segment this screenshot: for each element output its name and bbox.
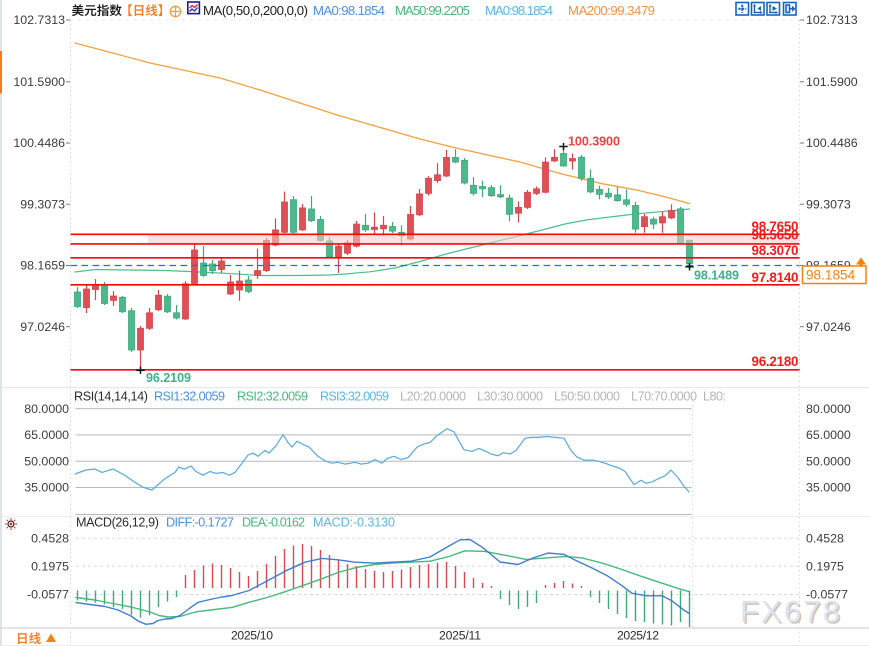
- svg-text:35.0000: 35.0000: [806, 481, 851, 495]
- svg-text:96.2109: 96.2109: [146, 371, 191, 385]
- svg-text:99.3073: 99.3073: [806, 197, 851, 211]
- svg-text:2025/10: 2025/10: [231, 629, 273, 643]
- svg-text:0.1975: 0.1975: [31, 560, 69, 574]
- svg-text:80.0000: 80.0000: [806, 402, 851, 416]
- svg-text:DIFF:-0.1727: DIFF:-0.1727: [166, 516, 234, 530]
- svg-text:97.0246: 97.0246: [806, 320, 851, 334]
- svg-text:100.4486: 100.4486: [806, 136, 858, 150]
- svg-text:RSI2:32.0059: RSI2:32.0059: [237, 390, 308, 404]
- svg-text:RSI3:32.0059: RSI3:32.0059: [320, 390, 389, 404]
- svg-text:102.7313: 102.7313: [13, 13, 65, 27]
- svg-text:RSI1:32.0059: RSI1:32.0059: [154, 390, 225, 404]
- svg-text:-0.0577: -0.0577: [806, 588, 848, 602]
- svg-text:50.0000: 50.0000: [24, 454, 69, 468]
- svg-text:L80:: L80:: [703, 390, 726, 404]
- svg-text:0.4528: 0.4528: [806, 532, 844, 546]
- svg-text:96.2180: 96.2180: [752, 354, 799, 369]
- svg-text:2025/12: 2025/12: [617, 629, 659, 643]
- svg-text:0.4528: 0.4528: [31, 532, 69, 546]
- svg-text:101.5900: 101.5900: [13, 75, 65, 89]
- svg-text:50.0000: 50.0000: [806, 454, 851, 468]
- svg-text:RSI(14,14,14): RSI(14,14,14): [74, 390, 148, 404]
- svg-text:MACD:-0.3130: MACD:-0.3130: [313, 516, 395, 530]
- svg-text:35.0000: 35.0000: [24, 481, 69, 495]
- svg-text:100.3900: 100.3900: [568, 135, 620, 149]
- svg-text:FX678: FX678: [740, 594, 842, 629]
- svg-text:100.4486: 100.4486: [13, 136, 65, 150]
- svg-text:MA200:99.3479: MA200:99.3479: [568, 3, 655, 18]
- svg-text:98.3070: 98.3070: [752, 243, 799, 258]
- svg-text:65.0000: 65.0000: [806, 428, 851, 442]
- svg-text:2025/11: 2025/11: [439, 629, 481, 643]
- svg-text:0.1975: 0.1975: [806, 560, 844, 574]
- svg-text:65.0000: 65.0000: [24, 428, 69, 442]
- svg-text:MA(0,50,0,200,0,0): MA(0,50,0,200,0,0): [203, 3, 308, 18]
- svg-text:L30:30.0000: L30:30.0000: [477, 390, 543, 404]
- svg-text:98.7650: 98.7650: [752, 219, 799, 234]
- svg-text:FX678: FX678: [742, 596, 844, 631]
- svg-text:97.0246: 97.0246: [20, 320, 65, 334]
- svg-text:DEA:-0.0162: DEA:-0.0162: [242, 516, 305, 530]
- svg-text:98.1659: 98.1659: [20, 259, 65, 273]
- svg-text:L20:20.0000: L20:20.0000: [400, 390, 466, 404]
- svg-text:97.8140: 97.8140: [752, 270, 799, 285]
- svg-text:MA0:98.1854: MA0:98.1854: [485, 3, 553, 18]
- svg-text:80.0000: 80.0000: [24, 402, 69, 416]
- svg-text:-0.0577: -0.0577: [27, 588, 69, 602]
- svg-text:101.5900: 101.5900: [806, 75, 858, 89]
- svg-text:MACD(26,12,9): MACD(26,12,9): [76, 516, 159, 530]
- svg-text:L70:70.0000: L70:70.0000: [631, 390, 697, 404]
- svg-text:MA50:99.2205: MA50:99.2205: [395, 3, 470, 18]
- svg-text:102.7313: 102.7313: [806, 13, 858, 27]
- svg-text:L50:50.0000: L50:50.0000: [554, 390, 620, 404]
- svg-text:99.3073: 99.3073: [20, 197, 65, 211]
- svg-text:MA0:98.1854: MA0:98.1854: [313, 3, 385, 18]
- svg-text:98.1489: 98.1489: [694, 269, 739, 283]
- svg-text:98.5650: 98.5650: [752, 227, 799, 242]
- svg-text:98.1854: 98.1854: [806, 268, 856, 283]
